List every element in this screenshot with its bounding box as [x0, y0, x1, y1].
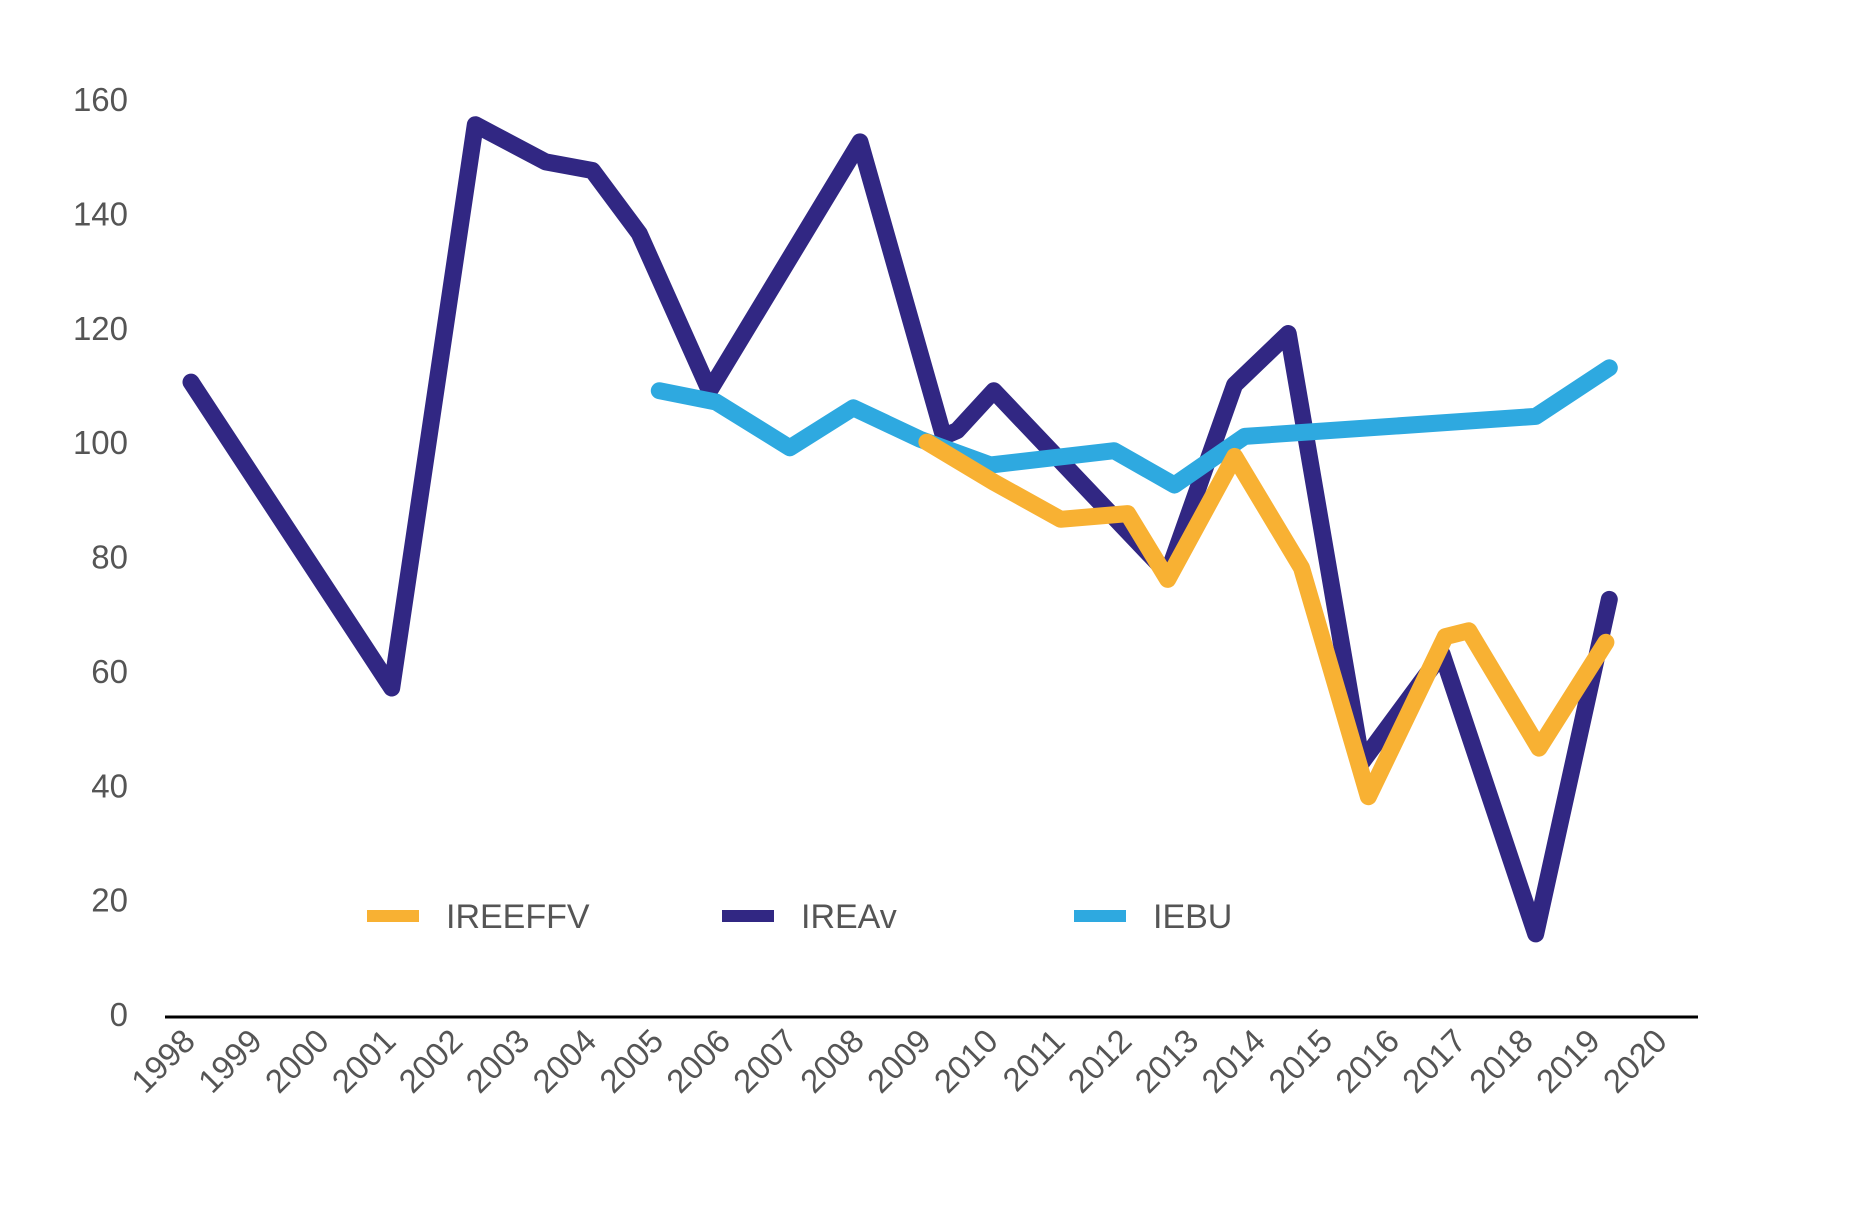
x-tick-label: 2020 [1596, 1022, 1674, 1100]
y-tick-label: 120 [73, 310, 128, 347]
y-tick-label: 0 [110, 996, 128, 1033]
x-tick-label: 2014 [1194, 1022, 1272, 1100]
x-tick-label: 2010 [927, 1022, 1005, 1100]
legend-label: IEBU [1153, 898, 1232, 936]
x-tick-label: 2011 [995, 1022, 1071, 1098]
legend-label: IREAv [801, 898, 897, 936]
y-axis-ticks: 0 20 40 60 80 100 120 140 160 [73, 81, 128, 1033]
x-tick-label: 2003 [458, 1022, 536, 1100]
x-tick-label: 2017 [1395, 1022, 1473, 1100]
x-tick-label: 2013 [1127, 1022, 1205, 1100]
y-tick-label: 40 [91, 767, 128, 804]
x-tick-label: 2012 [1060, 1022, 1138, 1100]
y-tick-label: 100 [73, 424, 128, 461]
y-tick-label: 60 [91, 653, 128, 690]
legend: IREEFFV IREAv IEBU [367, 898, 1232, 936]
x-tick-label: 2019 [1529, 1022, 1607, 1100]
series-line-ireav [182, 116, 1618, 943]
x-tick-label: 2007 [726, 1022, 804, 1100]
series-line-iebu [650, 359, 1618, 494]
x-tick-label: 2002 [391, 1022, 469, 1100]
x-tick-label: 2016 [1328, 1022, 1406, 1100]
series-line-ireeffv [918, 433, 1615, 806]
x-tick-label: 1999 [191, 1022, 269, 1100]
legend-label: IREEFFV [446, 898, 590, 936]
x-tick-label: 1998 [124, 1022, 202, 1100]
series-lines [182, 116, 1618, 943]
x-tick-label: 2009 [860, 1022, 938, 1100]
x-tick-label: 2015 [1261, 1022, 1339, 1100]
x-tick-label: 2005 [592, 1022, 670, 1100]
y-tick-label: 140 [73, 195, 128, 232]
y-tick-label: 20 [91, 882, 128, 919]
x-tick-label: 2006 [659, 1022, 737, 1100]
y-tick-label: 80 [91, 539, 128, 576]
x-tick-label: 2004 [525, 1022, 603, 1100]
x-tick-label: 2018 [1462, 1022, 1540, 1100]
x-tick-label: 2000 [258, 1022, 336, 1100]
x-axis-ticks: 1998199920002001200220032004200520062007… [124, 1022, 1674, 1100]
x-tick-label: 2001 [325, 1022, 403, 1100]
y-tick-label: 160 [73, 81, 128, 118]
x-tick-label: 2008 [793, 1022, 871, 1100]
